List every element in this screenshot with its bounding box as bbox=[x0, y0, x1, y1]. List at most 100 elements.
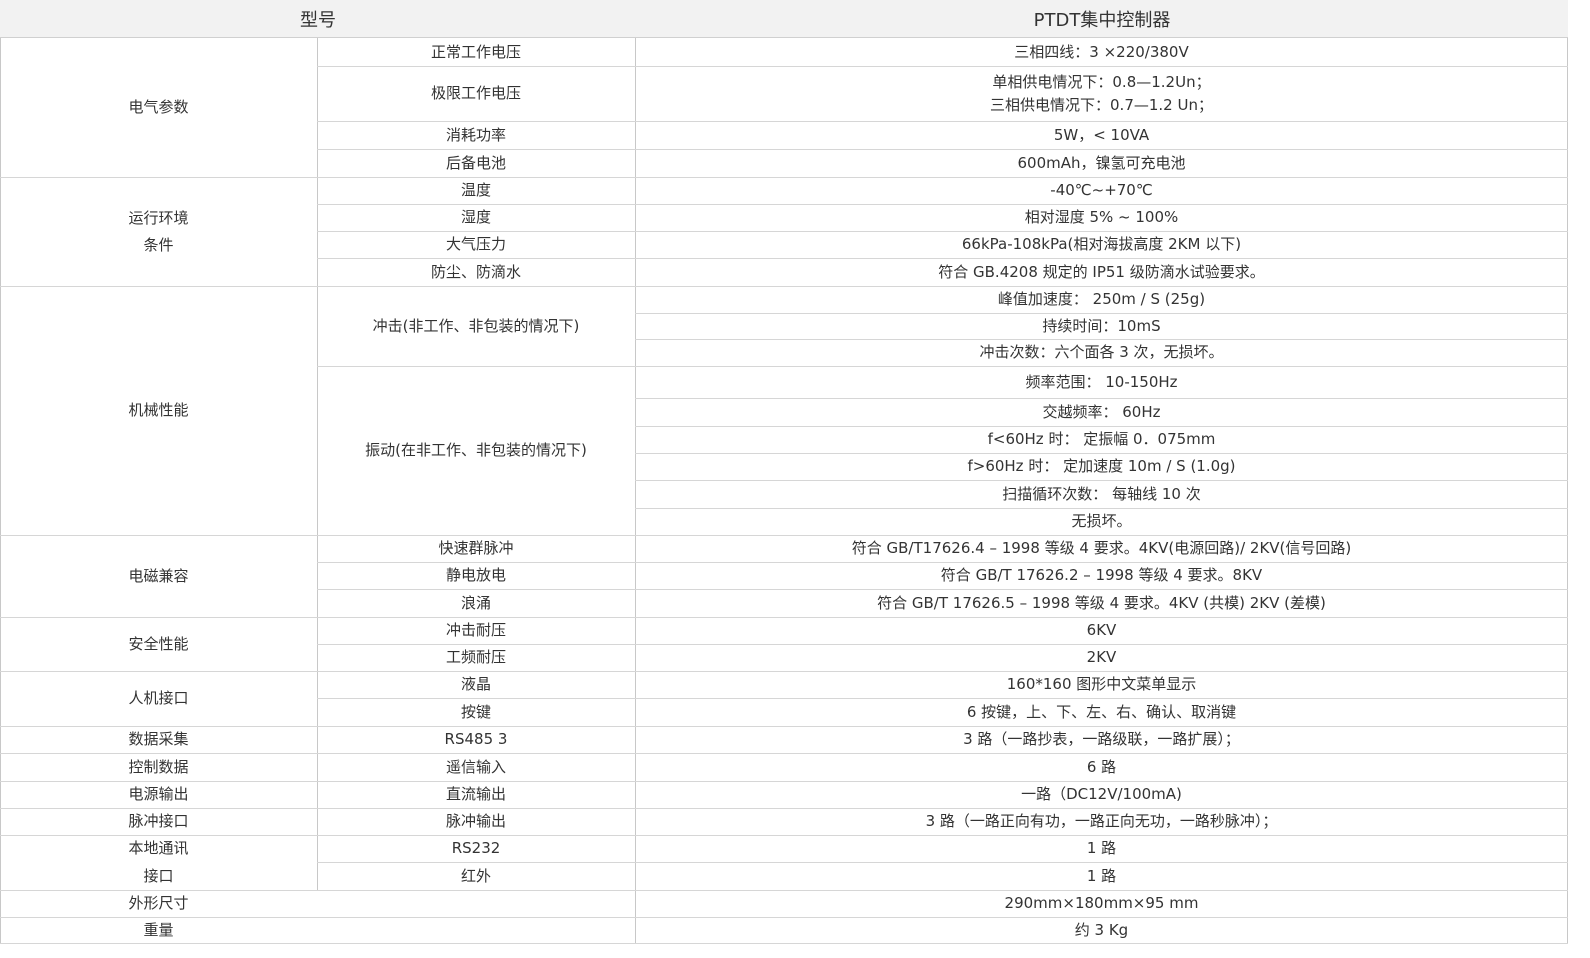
item-cell: 消耗功率 bbox=[317, 121, 635, 149]
row-divider bbox=[0, 726, 1568, 727]
group-cell-pulse-interface: 脉冲接口 bbox=[0, 808, 317, 835]
value-text: 1 路 bbox=[1086, 866, 1117, 885]
item-cell: RS232 bbox=[317, 835, 635, 862]
value-cell: 1 路 bbox=[635, 835, 1568, 862]
item-label: 大气压力 bbox=[445, 235, 506, 253]
value-text: 交越频率： 60Hz bbox=[1042, 402, 1161, 421]
item-cell: 红外 bbox=[317, 862, 635, 890]
group-cell-electrical: 电气参数 bbox=[0, 38, 317, 177]
group-cell-data-acquisition: 数据采集 bbox=[0, 726, 317, 753]
item-cell: 浪涌 bbox=[317, 589, 635, 617]
item-label: RS232 bbox=[451, 839, 501, 857]
group-label-line-1: 运行环境 bbox=[128, 208, 189, 227]
value-cell: 6KV bbox=[635, 617, 1568, 644]
group-label: 重量 bbox=[143, 921, 174, 939]
value-text: 2KV bbox=[1086, 648, 1117, 666]
item-label: 冲击(非工作、非包装的情况下) bbox=[372, 316, 580, 335]
group-label: 外形尺寸 bbox=[128, 894, 189, 912]
value-text: 符合 GB.4208 规定的 IP51 级防滴水试验要求。 bbox=[938, 262, 1265, 281]
item-cell: 防尘、防滴水 bbox=[317, 258, 635, 286]
value-text: 约 3 Kg bbox=[1074, 921, 1129, 939]
value-cell: 频率范围： 10-150Hz bbox=[635, 366, 1568, 398]
value-cell: 峰值加速度： 250m / S (25g) bbox=[635, 286, 1568, 313]
item-label: 按键 bbox=[460, 702, 491, 721]
item-label: 极限工作电压 bbox=[430, 84, 521, 102]
value-text: -40℃~+70℃ bbox=[1050, 181, 1153, 199]
value-cell: 6 按键，上、下、左、右、确认、取消键 bbox=[635, 698, 1568, 726]
group-cell-dimensions: 外形尺寸 bbox=[0, 890, 317, 917]
value-cell: f>60Hz 时： 定加速度 10m / S (1.0g) bbox=[635, 453, 1568, 480]
value-cell: 600mAh，镍氢可充电池 bbox=[635, 149, 1568, 177]
row-divider bbox=[0, 835, 1568, 836]
model-header-label: 型号 bbox=[300, 9, 336, 31]
row-divider bbox=[317, 121, 1568, 122]
row-divider bbox=[317, 644, 1568, 645]
row-divider bbox=[317, 698, 1568, 699]
value-text: f<60Hz 时： 定振幅 0．075mm bbox=[987, 430, 1216, 448]
item-cell: 液晶 bbox=[317, 671, 635, 698]
value-cell: -40℃~+70℃ bbox=[635, 177, 1568, 204]
row-divider bbox=[0, 671, 1568, 672]
group-cell-mechanical: 机械性能 bbox=[0, 286, 317, 535]
value-text: 符合 GB/T 17626.5 – 1998 等级 4 要求。4KV (共模) … bbox=[877, 593, 1326, 612]
item-cell: 湿度 bbox=[317, 204, 635, 231]
item-label: 工频耐压 bbox=[445, 648, 506, 666]
item-cell: 正常工作电压 bbox=[317, 38, 635, 66]
value-text: 6 按键，上、下、左、右、确认、取消键 bbox=[966, 702, 1237, 721]
item-label: 液晶 bbox=[460, 675, 491, 693]
group-label: 本地通讯 bbox=[128, 839, 189, 857]
item-cell: 快速群脉冲 bbox=[317, 535, 635, 562]
table-border-right bbox=[1567, 38, 1568, 944]
group-label: 电气参数 bbox=[128, 98, 189, 116]
group-label: 机械性能 bbox=[128, 401, 189, 419]
row-divider bbox=[0, 808, 1568, 809]
item-cell: 冲击耐压 bbox=[317, 617, 635, 644]
column-divider-1 bbox=[317, 38, 318, 890]
value-text: 3 路（一路抄表，一路级联，一路扩展）； bbox=[963, 730, 1240, 748]
table-border-left bbox=[0, 38, 1, 944]
item-label: 浪涌 bbox=[460, 593, 491, 612]
row-divider bbox=[0, 917, 1568, 918]
value-text: 持续时间：10mS bbox=[1042, 316, 1161, 335]
value-cell: 扫描循环次数： 每轴线 10 次 bbox=[635, 480, 1568, 508]
product-header-cell: PTDT集中控制器 bbox=[636, 0, 1568, 38]
value-text: 160*160 图形中文菜单显示 bbox=[1006, 675, 1197, 693]
value-cell: 单相供电情况下：0.8—1.2Un； 三相供电情况下：0.7—1.2 Un； bbox=[635, 66, 1568, 121]
value-cell: 符合 GB.4208 规定的 IP51 级防滴水试验要求。 bbox=[635, 258, 1568, 286]
value-text: 290mm×180mm×95 mm bbox=[1004, 894, 1199, 912]
group-cell-interface: 接口 bbox=[0, 862, 317, 890]
row-divider bbox=[317, 862, 1568, 863]
value-text: 5W，< 10VA bbox=[1053, 125, 1150, 144]
value-cell: 符合 GB/T17626.4 – 1998 等级 4 要求。4KV(电源回路)/… bbox=[635, 535, 1568, 562]
item-label: 后备电池 bbox=[445, 153, 506, 172]
row-divider bbox=[635, 398, 1568, 399]
value-cell: 3 路（一路正向有功，一路正向无功，一路秒脉冲）； bbox=[635, 808, 1568, 835]
value-cell: 一路（DC12V/100mA) bbox=[635, 781, 1568, 808]
table-border-bottom bbox=[0, 943, 1568, 944]
value-text: 无损坏。 bbox=[1071, 512, 1132, 530]
value-text: 峰值加速度： 250m / S (25g) bbox=[997, 290, 1206, 308]
group-cell-power-output: 电源输出 bbox=[0, 781, 317, 808]
item-label: 快速群脉冲 bbox=[438, 539, 514, 557]
item-label: 冲击耐压 bbox=[445, 621, 506, 639]
group-cell-hmi: 人机接口 bbox=[0, 671, 317, 726]
group-cell-environment: 运行环境 条件 bbox=[0, 177, 317, 286]
value-text: 扫描循环次数： 每轴线 10 次 bbox=[1002, 484, 1201, 503]
row-divider bbox=[635, 508, 1568, 509]
column-divider-2 bbox=[635, 38, 636, 944]
group-label: 电源输出 bbox=[128, 785, 189, 803]
model-header-cell: 型号 bbox=[0, 0, 636, 38]
group-label: 数据采集 bbox=[128, 730, 189, 748]
value-cell: 无损坏。 bbox=[635, 508, 1568, 535]
group-cell-weight: 重量 bbox=[0, 917, 317, 944]
row-divider bbox=[0, 535, 1568, 536]
value-cell: f<60Hz 时： 定振幅 0．075mm bbox=[635, 426, 1568, 453]
value-cell: 持续时间：10mS bbox=[635, 313, 1568, 339]
group-label: 人机接口 bbox=[128, 689, 189, 707]
value-cell: 符合 GB/T 17626.2 – 1998 等级 4 要求。8KV bbox=[635, 562, 1568, 589]
row-divider bbox=[317, 231, 1568, 232]
row-divider bbox=[317, 589, 1568, 590]
item-label: 遥信输入 bbox=[445, 757, 506, 776]
value-text: 相对湿度 5% ~ 100% bbox=[1024, 208, 1179, 226]
product-header-label: PTDT集中控制器 bbox=[1033, 9, 1171, 31]
